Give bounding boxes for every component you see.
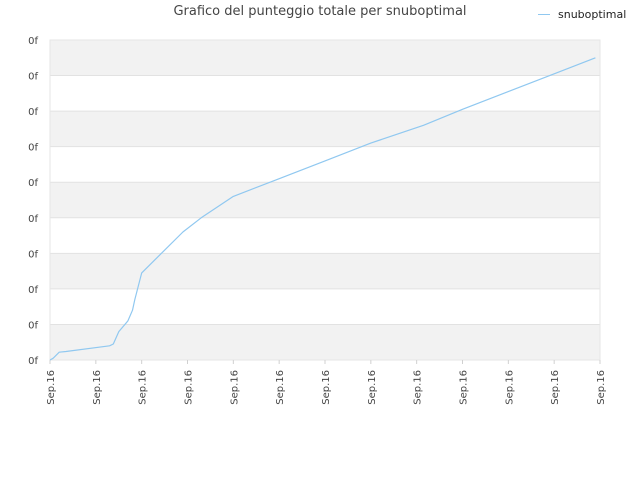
x-tick-label: Sep.16 <box>46 370 57 405</box>
y-tick-label: 0f <box>28 285 38 296</box>
y-tick-label: 0f <box>28 320 38 331</box>
x-tick-label: Sep.16 <box>229 370 240 405</box>
y-tick-label: 0f <box>28 36 38 47</box>
x-tick-label: Sep.16 <box>413 370 424 405</box>
x-tick-label: Sep.16 <box>92 370 103 405</box>
series-line-snuboptimal <box>49 57 596 361</box>
legend-label-snuboptimal: snuboptimal <box>558 8 627 21</box>
y-tick-label: 0f <box>28 143 38 154</box>
x-tick-label: Sep.16 <box>321 370 332 405</box>
x-tick-label: Sep.16 <box>184 370 195 405</box>
plot-band <box>50 288 600 325</box>
y-tick-label: 0f <box>28 107 38 118</box>
plot-band <box>50 324 600 360</box>
chart-title: Grafico del punteggio totale per snubopt… <box>173 4 467 19</box>
x-tick-label: Sep.16 <box>138 370 149 405</box>
x-tick-label: Sep.16 <box>504 370 515 405</box>
x-tick-label: Sep.16 <box>596 370 607 405</box>
plot-band <box>50 217 600 254</box>
y-tick-label: 0f <box>28 214 38 225</box>
legend-swatch-snuboptimal <box>538 14 550 15</box>
x-tick-label: Sep.16 <box>459 370 470 405</box>
plot-band <box>50 40 600 76</box>
y-tick-label: 0f <box>28 178 38 189</box>
x-tick-label: Sep.16 <box>275 370 286 405</box>
x-tick-label: Sep.16 <box>367 370 378 405</box>
plot-band <box>50 146 600 183</box>
legend: snuboptimal <box>538 8 626 21</box>
y-tick-label: 0f <box>28 356 38 367</box>
plot-band <box>50 182 600 218</box>
plot-band <box>50 111 600 147</box>
plot-band <box>50 253 600 289</box>
y-tick-label: 0f <box>28 249 38 260</box>
x-tick-label: Sep.16 <box>550 370 561 405</box>
y-tick-label: 0f <box>28 72 38 83</box>
plot-band <box>50 75 600 112</box>
